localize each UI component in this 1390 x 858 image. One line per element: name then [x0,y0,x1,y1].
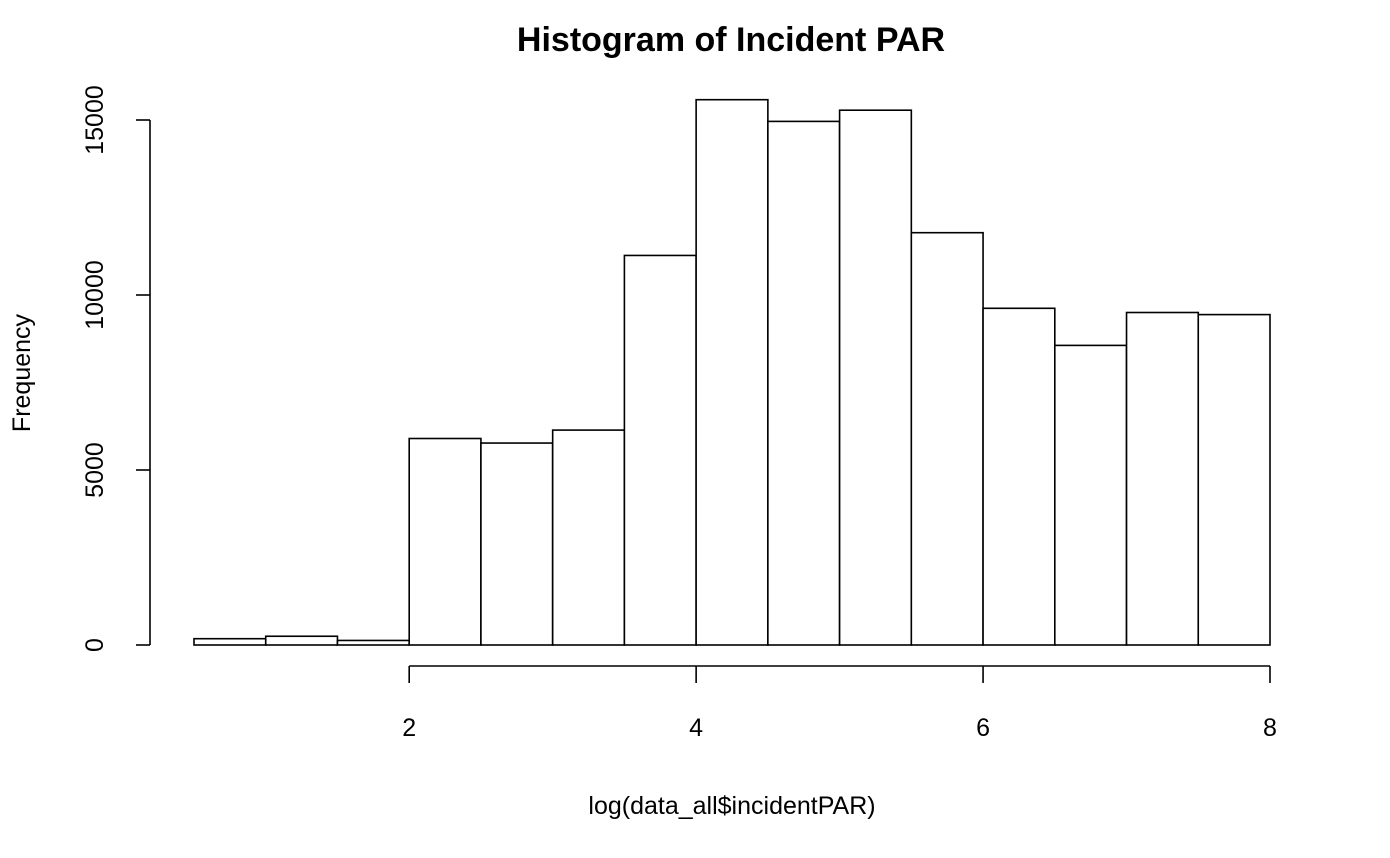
histogram-bar-9 [838,109,913,646]
histogram-bar-8 [767,120,841,646]
bars-group [193,98,1271,646]
histogram-bar-6 [623,254,697,646]
histogram-bar-14 [1197,313,1271,646]
histogram-bar-10 [910,231,984,646]
y-axis: 0 5000 10000 15000 [81,85,151,652]
y-axis-label: Frequency [8,313,36,432]
histogram-bar-11 [982,307,1056,646]
x-tick-label-2: 6 [976,714,990,742]
histogram-bar-4 [480,442,554,646]
histogram-bar-0 [193,637,267,646]
x-tick-label-0: 2 [402,714,416,742]
x-tick-label-3: 8 [1263,714,1277,742]
histogram-bar-2 [336,639,411,646]
y-tick-label-2: 10000 [81,260,109,330]
x-tick-label-1: 4 [689,714,703,742]
histogram-bar-3 [408,437,482,646]
y-tick-label-1: 5000 [81,442,109,498]
y-tick-label-3: 15000 [81,85,109,155]
histogram-bar-13 [1125,311,1200,646]
histogram-bar-12 [1054,344,1128,646]
x-axis: 2 4 6 8 [402,665,1277,742]
histogram-bar-1 [264,635,339,646]
histogram-bar-7 [695,98,769,646]
x-axis-label: log(data_all$incidentPAR) [588,792,875,820]
y-tick-label-0: 0 [81,638,109,652]
histogram-bar-5 [551,429,626,646]
chart-title: Histogram of Incident PAR [517,21,945,59]
